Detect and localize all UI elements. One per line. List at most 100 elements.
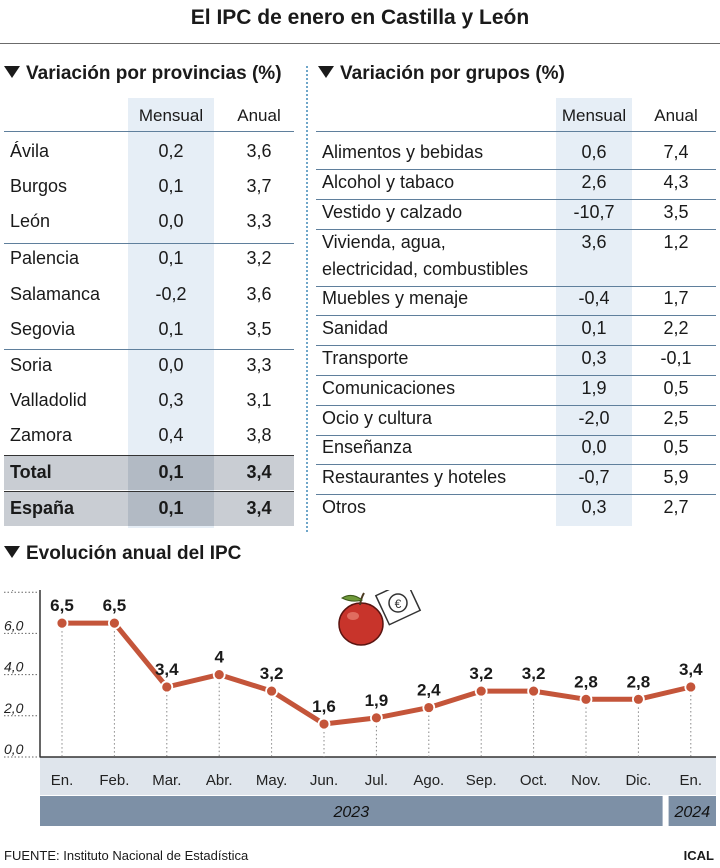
provincia-mensual: 0,1 (158, 248, 184, 268)
data-label: 3,4 (679, 660, 703, 679)
year-band (668, 796, 716, 826)
data-point (684, 680, 698, 694)
provincias-col-mensual: Mensual (138, 106, 204, 125)
ipc-line-chart: € 0,02,04,06,08,010,0 6,56,53,443,21,61,… (3, 590, 716, 826)
provincia-name: Valladolid (10, 390, 87, 410)
grupo-mensual: 3,6 (581, 232, 607, 252)
total-name: Total (10, 462, 52, 482)
x-tick-label: Mar. (152, 772, 181, 789)
grupos-row-rule (316, 464, 716, 465)
provincia-mensual: 0,1 (158, 176, 184, 196)
provincia-anual: 3,7 (246, 176, 272, 196)
provincia-name: Palencia (10, 248, 80, 268)
provincia-anual: 3,3 (246, 355, 272, 375)
grupo-name: Sanidad (322, 318, 389, 338)
provincias-heading-text: Variación por provincias (%) (26, 63, 282, 84)
data-point (422, 701, 436, 714)
total-mensual-band (128, 455, 214, 490)
x-tick-label: May. (256, 772, 287, 789)
apple-euro-icon: € (338, 590, 422, 646)
grupo-anual: -0,1 (660, 348, 692, 368)
year-band (40, 796, 663, 826)
provincia-name: León (10, 211, 51, 231)
grupo-anual: 1,7 (663, 288, 689, 308)
provincias-group-rule (4, 243, 294, 244)
grupo-mensual: 0,3 (581, 497, 607, 517)
provincia-anual: 3,2 (246, 248, 272, 268)
data-label: 2,8 (574, 672, 598, 691)
grupo-anual: 2,5 (663, 408, 689, 428)
page-title: El IPC de enero en Castilla y León (190, 6, 530, 29)
grupo-anual: 2,2 (663, 318, 689, 338)
grupo-mensual: -0,4 (578, 288, 610, 308)
grupo-anual: 7,4 (663, 142, 689, 162)
espana-name: España (10, 498, 75, 518)
provincia-anual: 3,5 (246, 319, 272, 339)
grupo-name: Vivienda, agua, (322, 232, 446, 252)
triangle-icon (4, 546, 20, 558)
x-tick-label: Sep. (466, 772, 497, 789)
provincias-col-anual: Anual (237, 106, 281, 125)
grupo-anual: 0,5 (663, 378, 689, 398)
triangle-icon (4, 66, 20, 78)
year-label: 2023 (333, 804, 370, 821)
data-point (160, 680, 174, 694)
provincia-anual: 3,6 (246, 141, 272, 161)
data-label: 3,4 (155, 660, 179, 679)
data-point (212, 668, 226, 681)
espana-rule (4, 491, 294, 492)
chart-heading-text: Evolución anual del IPC (26, 543, 242, 564)
x-tick-label: Dic. (625, 772, 651, 789)
data-point (474, 684, 488, 698)
espana-anual: 3,4 (246, 498, 272, 518)
chart-heading: Evolución anual del IPC (4, 543, 241, 565)
x-tick-label: En. (680, 772, 703, 789)
data-label: 3,2 (469, 664, 493, 683)
grupos-row-rule (316, 286, 716, 287)
section-separator (306, 66, 308, 532)
grupo-name: Enseñanza (322, 437, 413, 457)
grupos-heading: Variación por grupos (%) (318, 63, 565, 85)
year-label: 2024 (674, 804, 711, 821)
data-point (369, 711, 383, 725)
x-tick-label: Feb. (99, 772, 129, 789)
title-divider (0, 43, 720, 44)
provincia-mensual: -0,2 (155, 284, 187, 304)
grupos-col-mensual: Mensual (561, 106, 627, 125)
provincia-anual: 3,1 (246, 390, 272, 410)
espana-mensual-band (128, 491, 214, 526)
grupo-name: Alimentos y bebidas (322, 142, 484, 162)
grupo-name: Ocio y cultura (322, 408, 433, 428)
grupo-mensual: 0,1 (581, 318, 607, 338)
data-label: 2,8 (627, 672, 651, 691)
grupo-anual: 3,5 (663, 202, 689, 222)
data-point (527, 684, 540, 698)
grupo-anual: 2,7 (663, 497, 689, 517)
x-tick-label: Jun. (310, 772, 338, 789)
provincias-heading: Variación por provincias (%) (4, 63, 282, 85)
data-label: 1,9 (365, 691, 389, 710)
provincia-name: Salamanca (10, 284, 101, 304)
x-axis-band (40, 757, 716, 795)
grupo-mensual: 0,6 (581, 142, 607, 162)
data-point (632, 692, 645, 706)
provincias-group-rule (4, 349, 294, 350)
provincia-name: Zamora (10, 425, 73, 445)
provincia-mensual: 0,0 (158, 355, 184, 375)
provincia-anual: 3,3 (246, 211, 272, 231)
grupo-anual: 1,2 (663, 232, 689, 252)
data-point (55, 616, 69, 630)
triangle-icon (318, 66, 334, 78)
total-mensual: 0,1 (158, 462, 184, 482)
grupos-row-rule (316, 494, 716, 495)
grupo-mensual: -0,7 (578, 467, 610, 487)
grupo-mensual: 0,3 (581, 348, 607, 368)
provincia-mensual: 0,3 (158, 390, 184, 410)
grupo-anual: 0,5 (663, 437, 689, 457)
grupos-row-rule (316, 405, 716, 406)
grupo-anual: 4,3 (663, 172, 689, 192)
grupo-name: Restaurantes y hoteles (322, 467, 507, 487)
data-label: 3,2 (522, 664, 546, 683)
svg-text:€: € (395, 597, 402, 611)
grupo-name-line2: electricidad, combustibles (322, 259, 529, 279)
